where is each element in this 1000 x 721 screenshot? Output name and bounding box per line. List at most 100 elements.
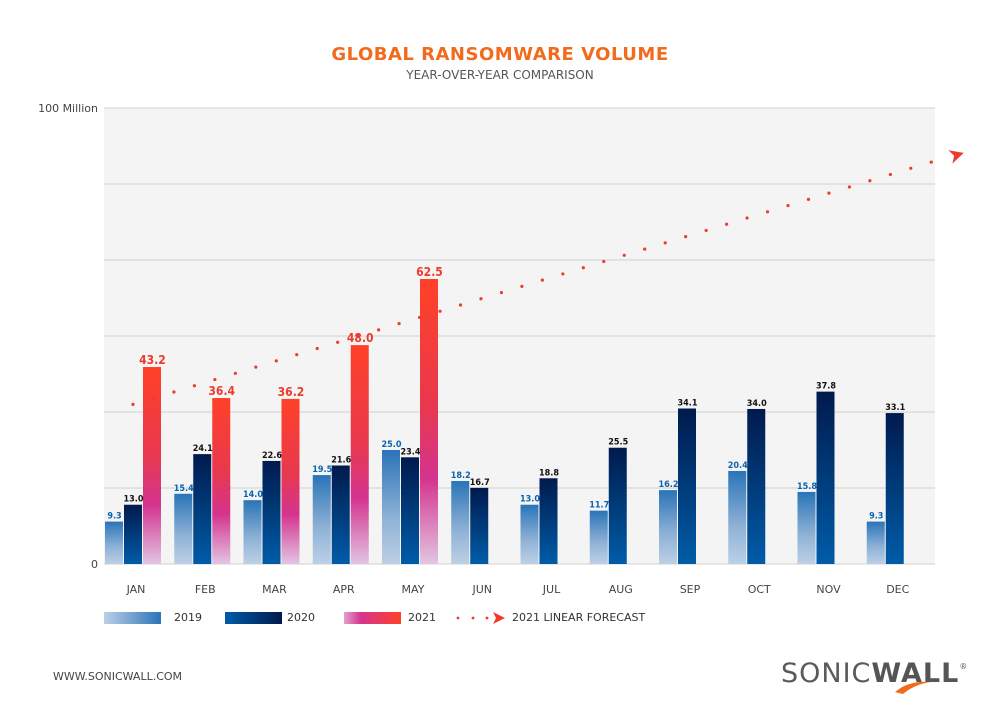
sonicwall-logo: SONICWALL® (781, 658, 969, 694)
data-label-2020: 13.0 (124, 495, 144, 505)
x-tick-label: JAN (126, 583, 146, 596)
forecast-dot (684, 235, 688, 239)
legend-item-2019: 2019 (174, 611, 202, 624)
bar-2020-feb (193, 454, 212, 564)
legend-label-forecast: 2021 LINEAR FORECAST (512, 611, 646, 624)
forecast-dot (151, 396, 156, 400)
forecast-dot (213, 377, 217, 382)
bar-2021-feb (212, 398, 231, 564)
bar-2019-may (382, 450, 400, 564)
forecast-dot (827, 191, 831, 195)
forecast-dot (909, 166, 913, 170)
x-tick-label: DEC (886, 583, 909, 596)
data-label-2019: 11.7 (589, 501, 609, 511)
forecast-arrow-icon (948, 150, 964, 164)
forecast-dot (847, 185, 852, 189)
footer-url[interactable]: WWW.SONICWALL.COM (53, 670, 183, 683)
legend-label-2020: 2020 (287, 611, 315, 624)
x-tick-label: AUG (609, 583, 633, 596)
forecast-dot (929, 160, 933, 164)
forecast-dot (377, 328, 381, 332)
data-label-2021: 36.2 (278, 385, 305, 399)
data-label-2021: 48.0 (347, 331, 374, 345)
bar-2019-apr (312, 475, 331, 564)
data-label-2021: 43.2 (139, 353, 166, 367)
legend-swatch-2021 (344, 612, 401, 624)
bar-2019-jan (105, 521, 123, 564)
legend-forecast-dot (456, 616, 460, 620)
forecast-dot (417, 315, 422, 320)
forecast-dot (397, 322, 401, 326)
data-label-2019: 15.4 (174, 484, 194, 494)
forecast-dot (131, 402, 135, 406)
logo-registered-mark: ® (959, 662, 969, 671)
data-label-2021: 36.4 (208, 384, 235, 398)
forecast-dot (254, 365, 258, 369)
data-label-2019: 9.3 (107, 512, 121, 522)
data-label-2019: 9.3 (869, 512, 883, 522)
bar-2020-apr (331, 465, 350, 564)
data-label-2020: 22.6 (262, 451, 282, 461)
legend-label-2019: 2019 (174, 611, 202, 624)
y-axis-labels: 0 100 Million (38, 102, 98, 571)
data-label-2020: 23.4 (401, 447, 421, 457)
bar-2020-aug (608, 447, 627, 564)
forecast-dot (581, 266, 585, 270)
legend-item-forecast: 2021 LINEAR FORECAST (512, 611, 645, 624)
data-label-2020: 24.1 (193, 444, 213, 454)
bar-2020-oct (747, 408, 766, 564)
forecast-dot (274, 359, 278, 363)
forecast-dot (499, 290, 504, 295)
legend-swatch-2020 (225, 612, 282, 624)
forecast-dot (438, 309, 442, 313)
x-tick-label: JUL (542, 583, 561, 596)
legend-label-2021: 2021 (408, 611, 436, 624)
bar-2019-feb (174, 493, 193, 564)
data-label-2019: 25.0 (382, 440, 402, 450)
data-label-2019: 20.4 (728, 461, 748, 471)
bar-2020-jan (124, 504, 142, 564)
bar-2021-apr (350, 345, 369, 564)
forecast-dot (622, 253, 626, 257)
bar-2021-jan (143, 367, 161, 564)
logo-swoosh-icon (895, 681, 931, 694)
forecast-dot (315, 346, 319, 351)
data-label-2019: 14.0 (243, 490, 263, 500)
forecast-dot (663, 241, 667, 245)
legend-forecast-arrow-icon (493, 612, 505, 624)
forecast-dot (868, 179, 872, 183)
bar-2020-mar (262, 460, 281, 564)
x-tick-label: MAR (262, 583, 287, 596)
legend-swatch-2019 (104, 612, 161, 624)
y-tick-label: 100 Million (38, 102, 98, 115)
legend-forecast-dot (485, 616, 489, 620)
data-label-2019: 15.8 (797, 482, 817, 492)
data-label-2020: 25.5 (608, 438, 628, 448)
forecast-dot (233, 371, 237, 375)
data-label-2020: 18.8 (539, 468, 559, 478)
forecast-dot (704, 228, 708, 233)
forecast-dot (561, 272, 565, 276)
legend-forecast-dot (471, 616, 475, 620)
forecast-dot (336, 340, 340, 344)
data-label-2020: 33.1 (885, 403, 905, 413)
legend-swatches (104, 612, 505, 624)
forecast-dot (192, 384, 197, 388)
forecast-dot (602, 259, 606, 264)
forecast-dot (765, 210, 770, 214)
x-tick-label: APR (333, 583, 355, 596)
forecast-dot (745, 216, 749, 220)
x-axis-labels: JAN FEB MAR APR MAY JUN JUL AUG SEP OCT NOV DEC (126, 583, 910, 596)
bar-2019-mar (243, 500, 262, 564)
legend-item-2020: 2020 (287, 611, 315, 624)
forecast-dot (520, 284, 524, 288)
data-label-2021: 62.5 (416, 265, 443, 279)
data-label-2020: 34.0 (747, 399, 767, 409)
chart-subtitle: YEAR-OVER-YEAR COMPARISON (406, 68, 594, 82)
data-label-2020: 34.1 (678, 399, 698, 409)
bar-2020-jun (470, 487, 489, 564)
bar-2020-nov (816, 391, 835, 564)
x-tick-label: FEB (195, 583, 216, 596)
x-tick-label: SEP (680, 583, 701, 596)
forecast-dot (479, 297, 483, 301)
